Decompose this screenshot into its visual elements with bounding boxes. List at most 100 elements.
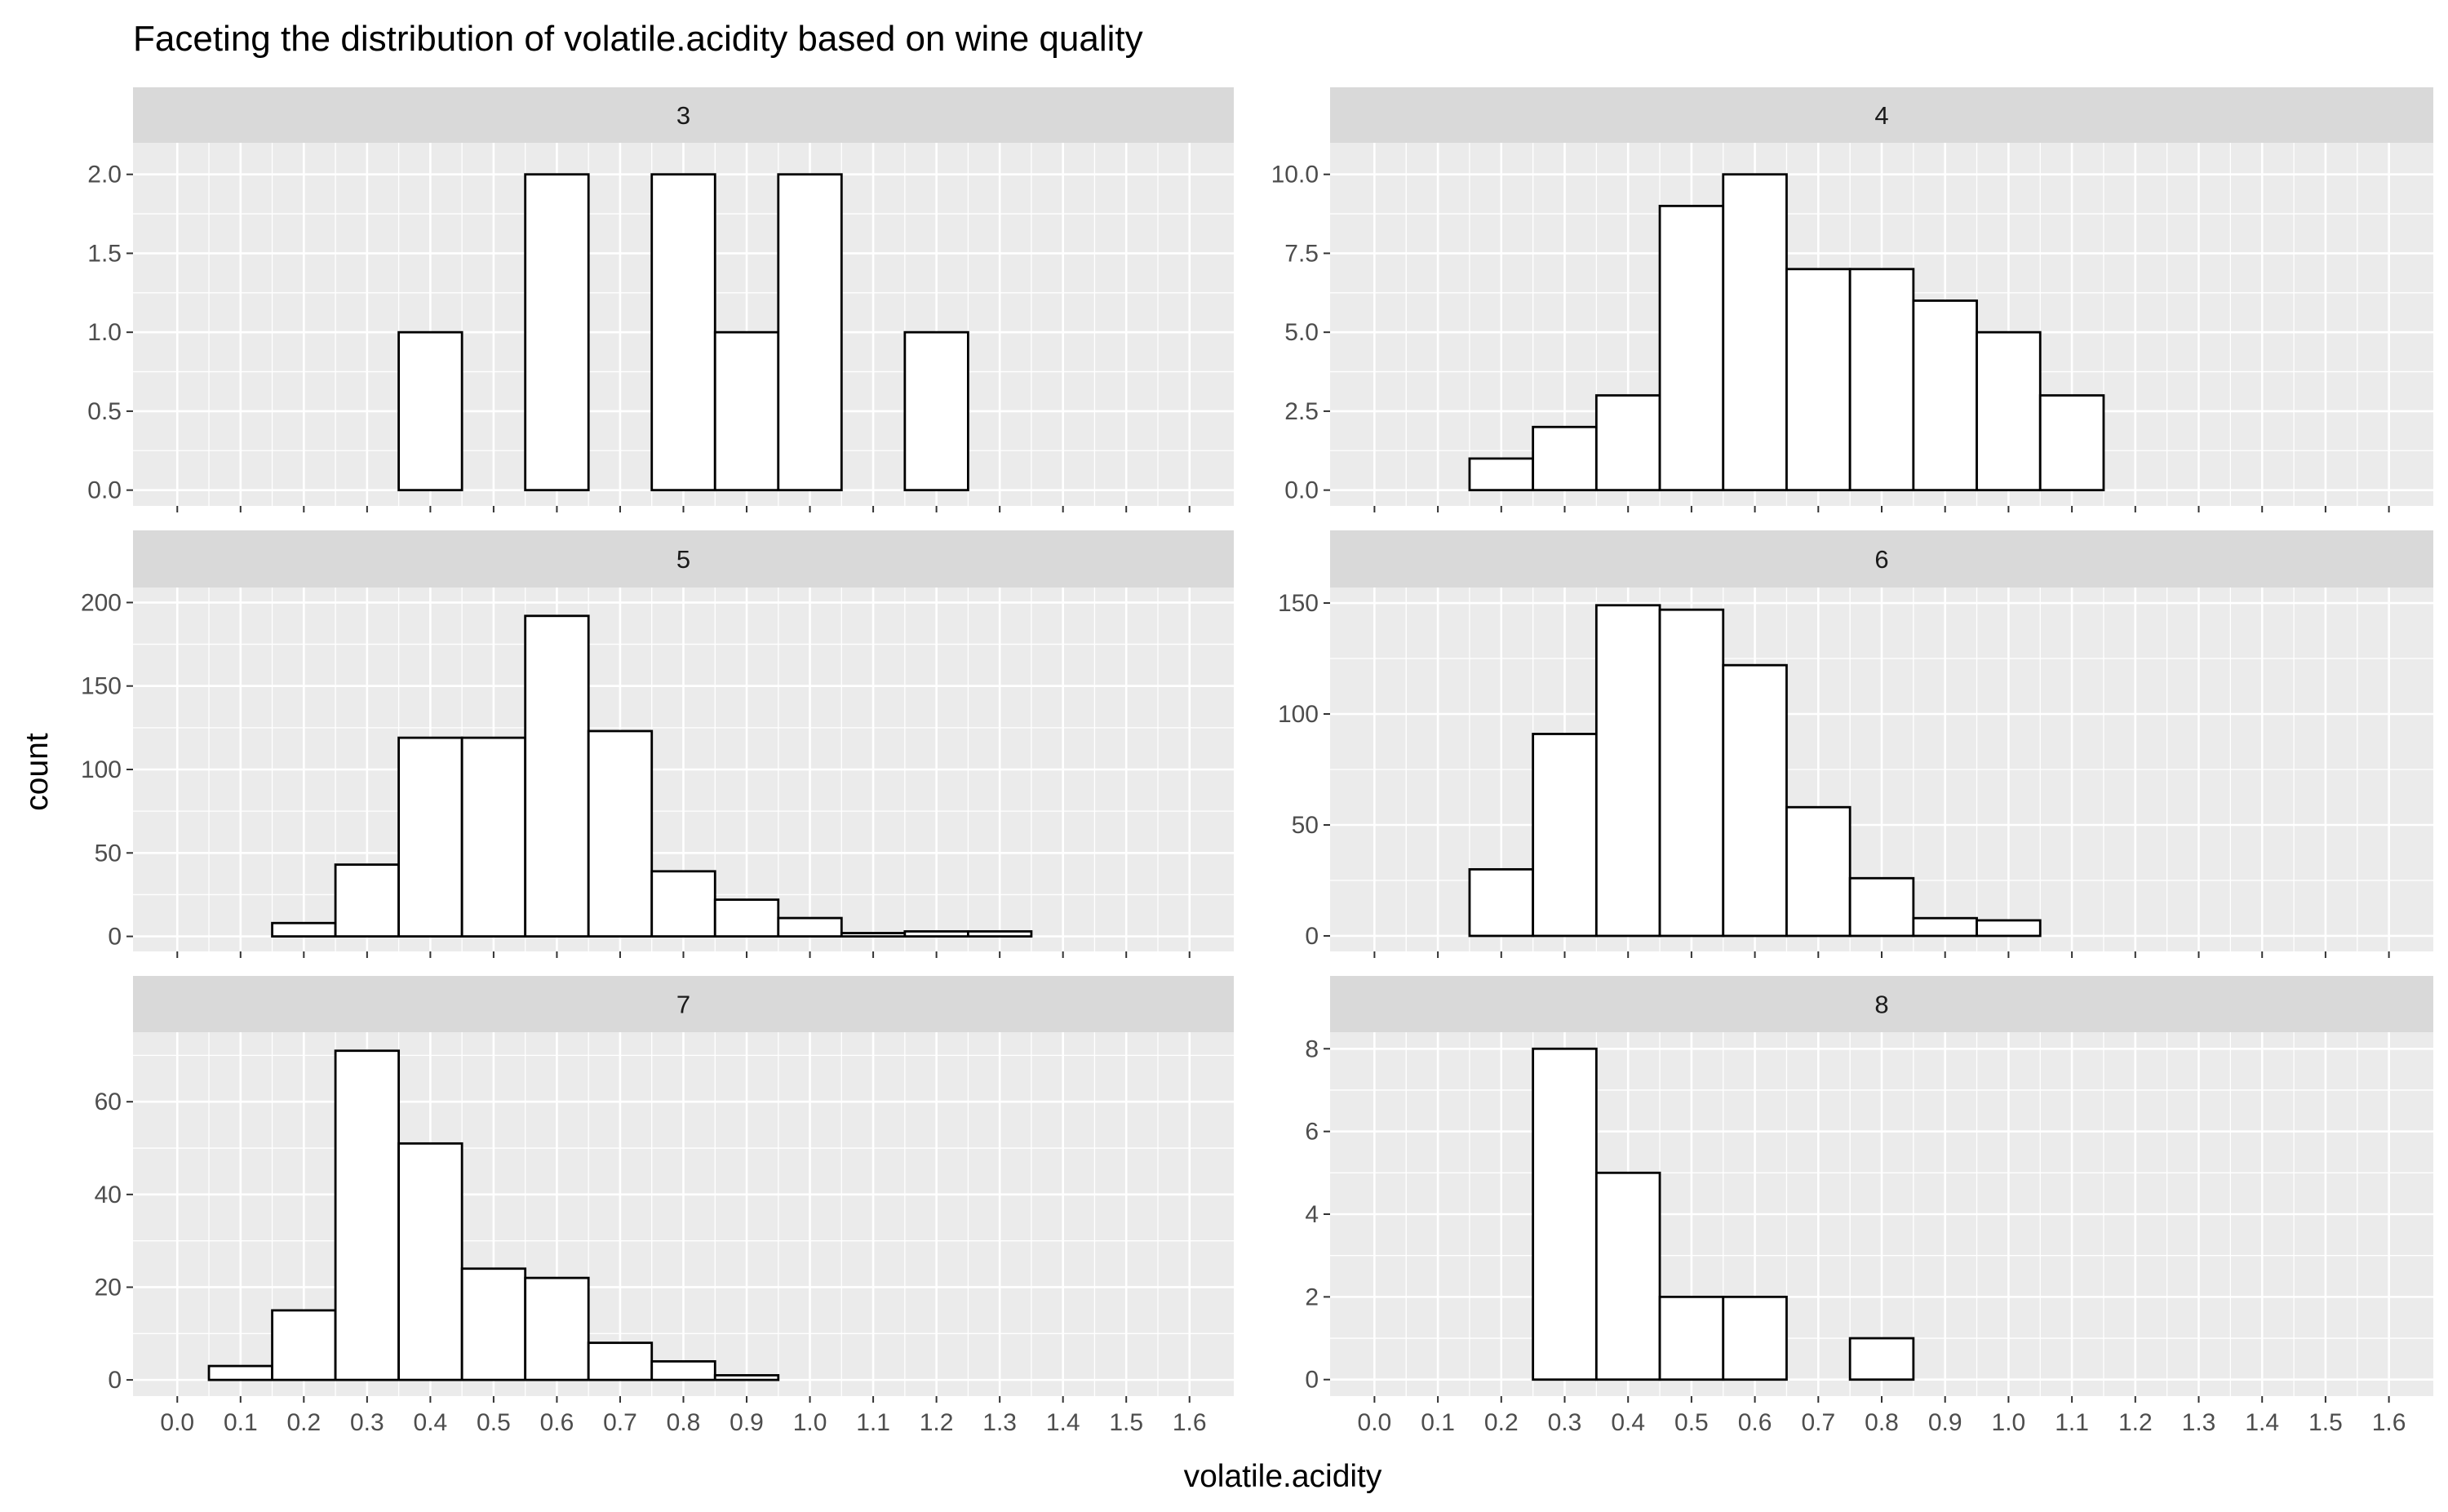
facets-layer: 30.00.51.01.52.040.02.55.07.510.05050100… xyxy=(81,87,2433,1436)
facet-strip xyxy=(1330,87,2433,143)
x-tick-label: 1.3 xyxy=(982,1409,1017,1436)
histogram-bar xyxy=(1722,663,1788,938)
histogram-bar xyxy=(1658,204,1725,492)
x-tick-label: 1.1 xyxy=(2055,1409,2089,1436)
histogram-bar xyxy=(777,173,843,492)
facet-strip-label: 3 xyxy=(676,101,690,130)
x-tick-label: 0.7 xyxy=(603,1409,637,1436)
y-tick-label: 1.5 xyxy=(87,240,122,267)
y-tick-label: 1.0 xyxy=(87,319,122,346)
histogram-bar xyxy=(1912,299,1978,492)
histogram-bar xyxy=(587,1341,654,1381)
x-tick-label: 1.2 xyxy=(2118,1409,2153,1436)
y-axis-title: count xyxy=(20,733,55,811)
facet-strip-label: 5 xyxy=(676,545,690,574)
x-tick-label: 0.1 xyxy=(1421,1409,1455,1436)
y-tick-label: 200 xyxy=(81,589,122,616)
histogram-bar xyxy=(334,1049,401,1381)
histogram-bar xyxy=(524,1276,590,1381)
histogram-bar xyxy=(271,1309,337,1381)
histogram-bar xyxy=(1532,733,1598,938)
histogram-bar xyxy=(650,1359,716,1381)
histogram-bar xyxy=(2038,394,2105,492)
y-tick-label: 150 xyxy=(1278,590,1319,617)
histogram-bar xyxy=(1658,608,1725,938)
histogram-bar xyxy=(1848,876,1915,938)
histogram-bar xyxy=(1848,1337,1915,1381)
facet-strip xyxy=(1330,976,2433,1032)
x-tick-label: 0.9 xyxy=(730,1409,764,1436)
y-tick-label: 60 xyxy=(95,1089,122,1115)
histogram-bar xyxy=(1594,604,1661,938)
x-tick-label: 1.6 xyxy=(2372,1409,2406,1436)
x-tick-label: 0.6 xyxy=(540,1409,574,1436)
facet-panel-8: 8 0 2 4 6 8 0.0 0.1 0.2 0.3 0.4 0.5 0.6 0.7 0.8 0.9 1.0 1… xyxy=(1305,976,2433,1436)
histogram-bar xyxy=(460,1267,527,1381)
y-tick-label: 8 xyxy=(1305,1035,1319,1062)
y-tick-label: 0.0 xyxy=(87,477,122,504)
x-tick-label: 0.7 xyxy=(1801,1409,1835,1436)
x-tick-label: 1.0 xyxy=(793,1409,827,1436)
histogram-bar xyxy=(1594,394,1661,492)
histogram-bar xyxy=(1976,330,2042,492)
y-tick-label: 0 xyxy=(1305,1367,1319,1394)
x-tick-label: 0.2 xyxy=(286,1409,321,1436)
histogram-bar xyxy=(713,898,780,938)
x-tick-label: 1.0 xyxy=(1992,1409,2026,1436)
x-axis-title: volatile.acidity xyxy=(1184,1459,1382,1494)
x-tick-label: 0.0 xyxy=(1358,1409,1392,1436)
facet-strip-label: 8 xyxy=(1874,991,1888,1019)
x-tick-label: 0.4 xyxy=(1611,1409,1645,1436)
x-tick-label: 0.2 xyxy=(1484,1409,1519,1436)
facet-strip-label: 4 xyxy=(1874,101,1888,130)
y-tick-label: 0 xyxy=(108,1367,122,1394)
y-tick-label: 0 xyxy=(1305,923,1319,950)
facet-strip-label: 6 xyxy=(1874,545,1888,574)
histogram-bar xyxy=(397,330,463,492)
x-tick-label: 0.1 xyxy=(224,1409,258,1436)
y-tick-label: 2.5 xyxy=(1284,398,1319,425)
histogram-bar xyxy=(460,736,527,938)
histogram-bar xyxy=(397,1142,463,1381)
histogram-bar xyxy=(1722,173,1788,492)
y-tick-label: 2 xyxy=(1305,1284,1319,1310)
histogram-bar xyxy=(524,614,590,938)
histogram-bar xyxy=(650,870,716,938)
x-tick-label: 1.6 xyxy=(1173,1409,1207,1436)
x-tick-label: 1.4 xyxy=(1046,1409,1080,1436)
y-tick-label: 100 xyxy=(1278,701,1319,728)
x-tick-label: 0.6 xyxy=(1738,1409,1772,1436)
histogram-bar xyxy=(1532,425,1598,492)
histogram-bar xyxy=(903,330,969,492)
x-tick-label: 0.9 xyxy=(1928,1409,1962,1436)
facet-panel-3: 3 0.0 0.5 1.0 1.5 2.0 xyxy=(87,87,1234,512)
facet-panel-4: 4 0.0 2.5 5.0 7.5 10.0 xyxy=(1271,87,2433,512)
histogram-bar xyxy=(1848,268,1915,492)
histogram-bar xyxy=(1468,867,1535,938)
histogram-bar xyxy=(271,921,337,938)
x-tick-label: 0.5 xyxy=(477,1409,511,1436)
x-tick-label: 0.0 xyxy=(160,1409,194,1436)
x-tick-label: 1.5 xyxy=(2308,1409,2343,1436)
x-tick-label: 0.8 xyxy=(667,1409,701,1436)
y-tick-label: 4 xyxy=(1305,1201,1319,1228)
y-tick-label: 5.0 xyxy=(1284,319,1319,346)
histogram-bar xyxy=(1785,805,1852,938)
y-tick-label: 50 xyxy=(1292,812,1319,839)
x-tick-label: 0.3 xyxy=(1548,1409,1582,1436)
x-tick-label: 1.2 xyxy=(920,1409,954,1436)
histogram-bar xyxy=(1976,919,2042,938)
facet-strip xyxy=(133,530,1234,588)
histogram-bar xyxy=(397,736,463,938)
histogram-bar xyxy=(1594,1171,1661,1381)
facet-strip xyxy=(1330,530,2433,588)
histogram-bar xyxy=(1785,268,1852,492)
x-tick-label: 1.1 xyxy=(856,1409,890,1436)
histogram-bar xyxy=(1912,916,1978,938)
y-tick-label: 0 xyxy=(108,924,122,951)
y-tick-label: 7.5 xyxy=(1284,240,1319,267)
histogram-bar xyxy=(334,863,401,938)
y-tick-label: 150 xyxy=(81,673,122,700)
